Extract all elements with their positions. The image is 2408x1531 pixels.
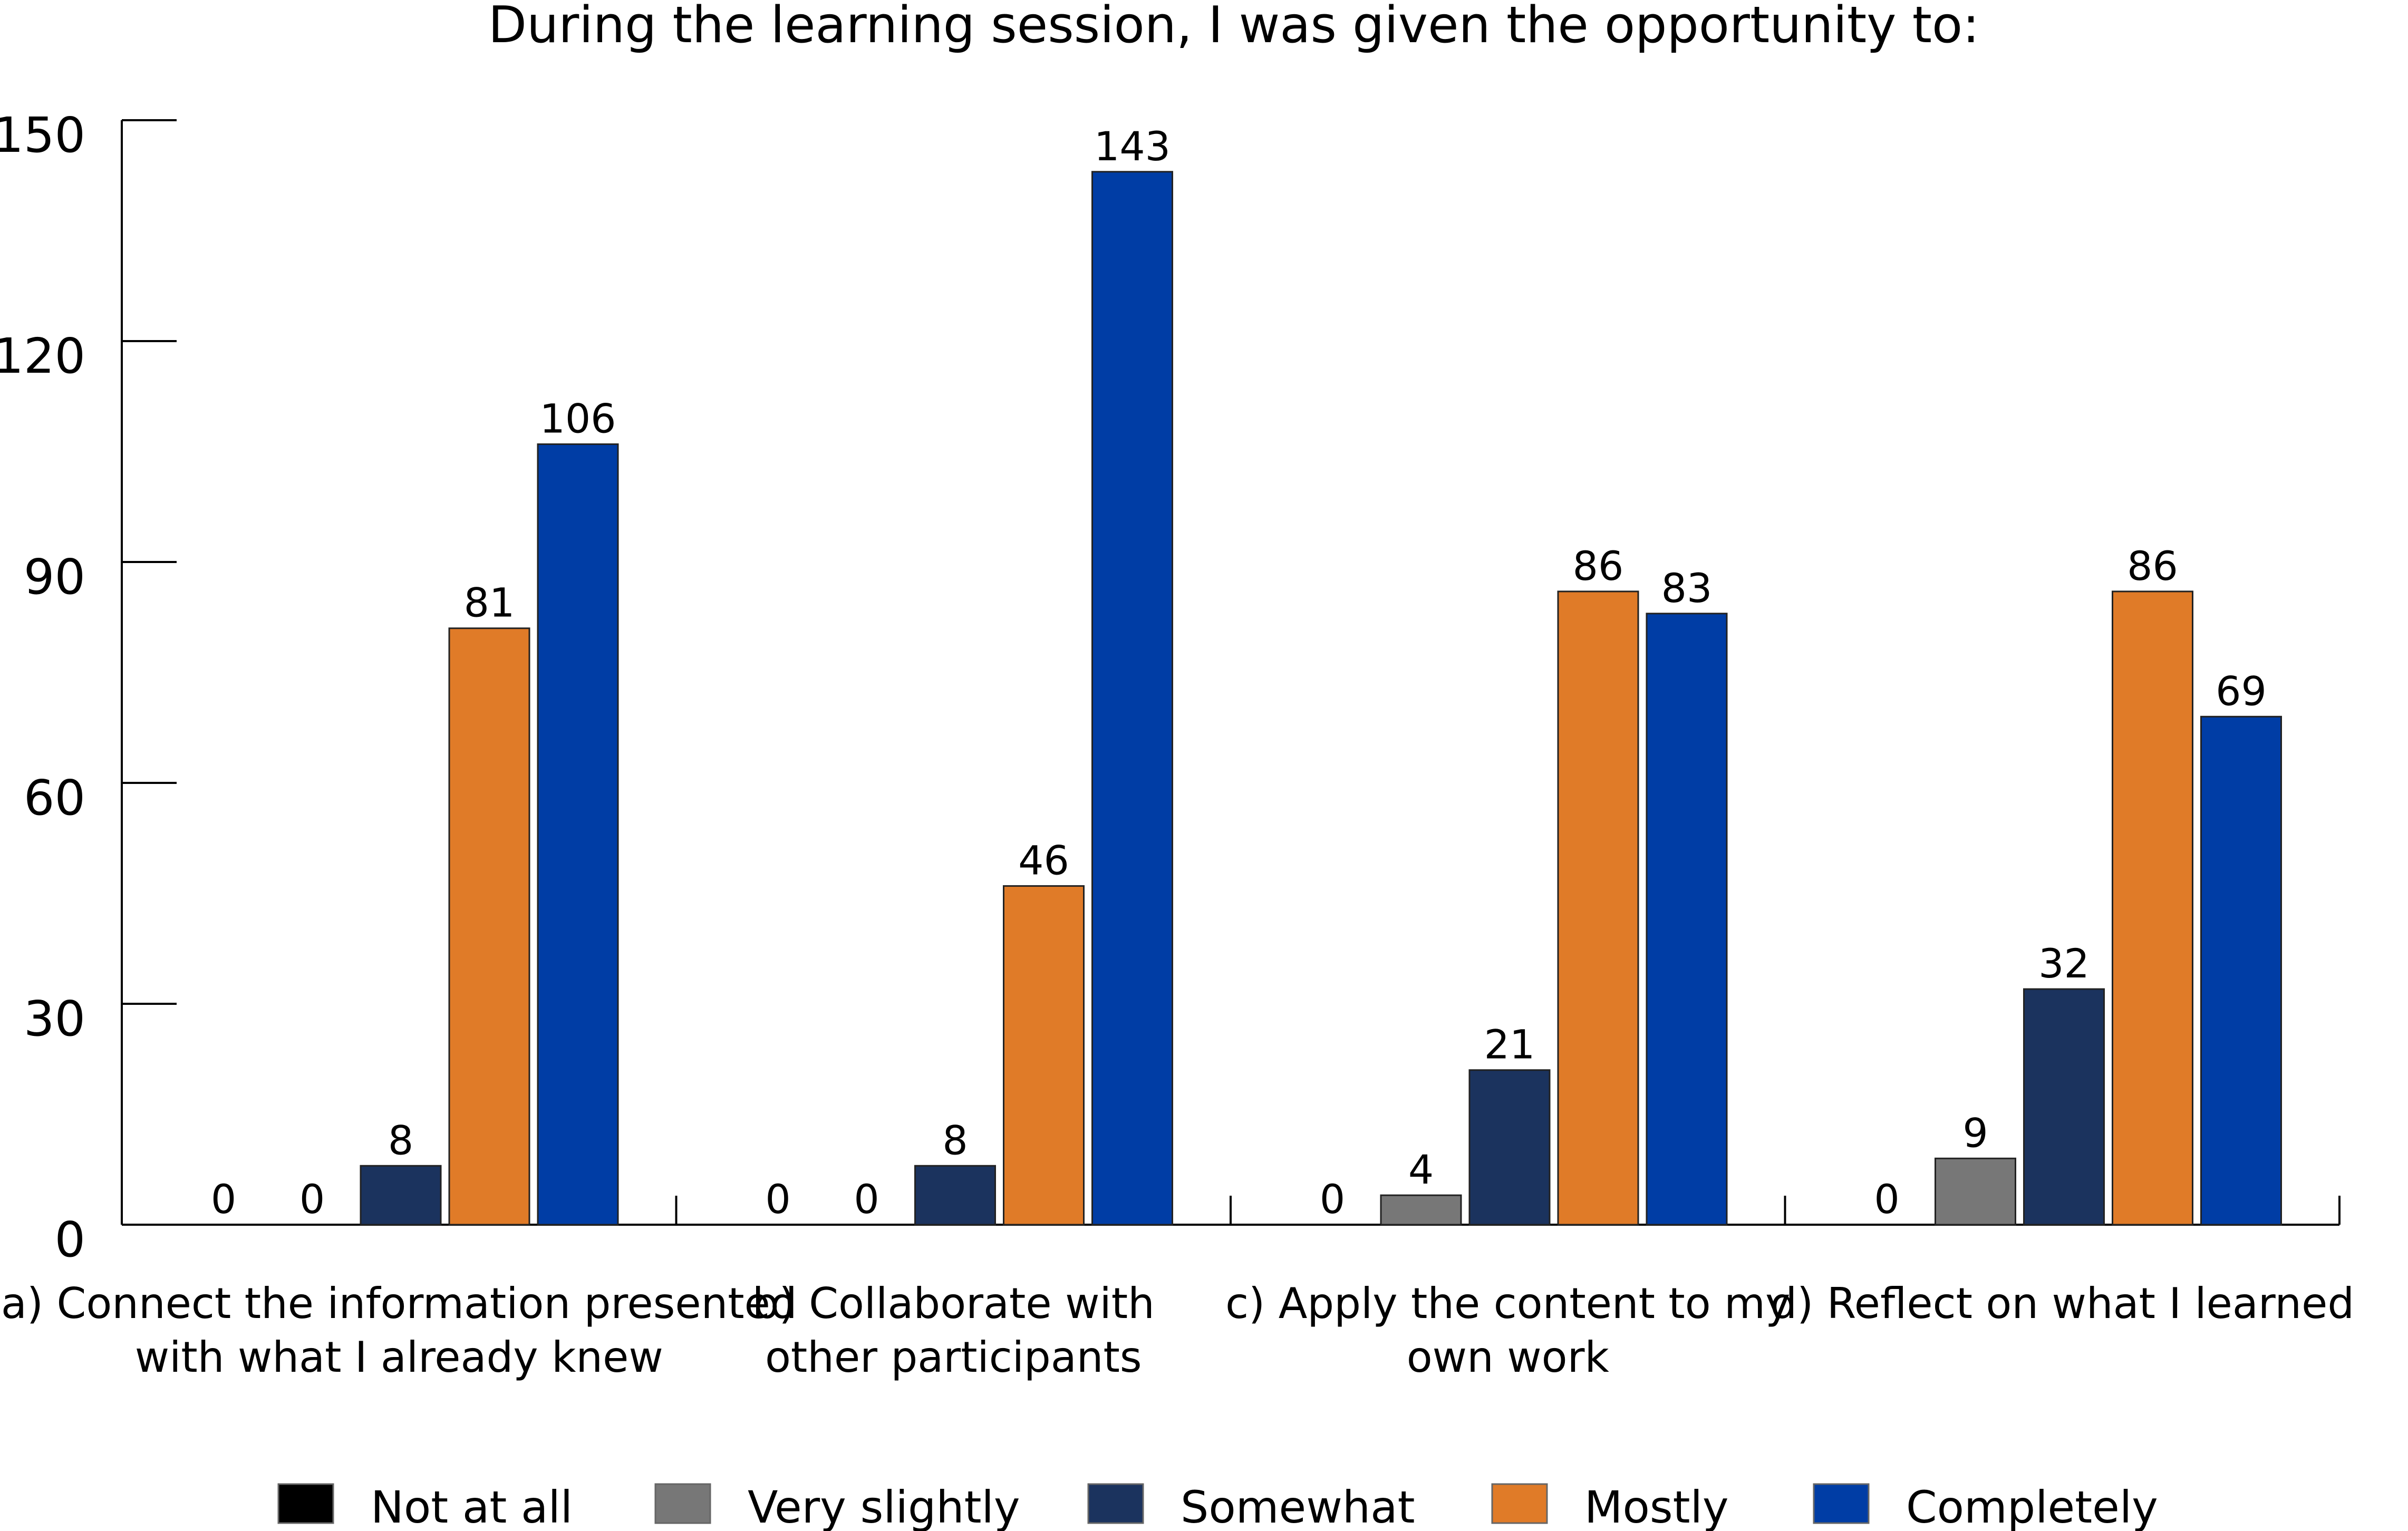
y-tick-label: 90 — [24, 549, 85, 605]
bar — [1380, 1194, 1462, 1226]
y-tick-label: 0 — [54, 1212, 85, 1268]
legend-label: Not at all — [371, 1481, 573, 1531]
legend-swatch — [654, 1483, 711, 1524]
data-label: 0 — [765, 1176, 790, 1223]
legend-swatch — [1813, 1483, 1870, 1524]
chart-title: During the learning session, I was given… — [488, 0, 1979, 54]
category-label: b) Collaborate with — [752, 1279, 1155, 1328]
bar — [360, 1165, 442, 1226]
bar — [914, 1165, 996, 1226]
legend-label: Completely — [1906, 1481, 2158, 1531]
data-label: 0 — [211, 1176, 236, 1223]
y-tick-label: 30 — [24, 991, 85, 1047]
category-label: c) Apply the content to my — [1225, 1279, 1790, 1328]
data-label: 0 — [1320, 1176, 1345, 1223]
data-label: 69 — [2216, 667, 2267, 714]
data-label: 0 — [854, 1176, 879, 1223]
category-label: d) Reflect on what I learned — [1770, 1279, 2354, 1328]
category-label: other participants — [765, 1333, 1142, 1382]
data-label: 106 — [539, 395, 616, 442]
data-label: 8 — [942, 1117, 968, 1164]
data-label: 8 — [388, 1117, 413, 1164]
data-label: 0 — [1874, 1176, 1899, 1223]
legend-label: Somewhat — [1181, 1481, 1415, 1531]
legend-swatch — [1491, 1483, 1548, 1524]
bar — [2200, 715, 2282, 1226]
data-label: 4 — [1408, 1146, 1434, 1193]
bars: 0 0 8 81 106 0 0 8 46 143 0 4 21 86 83 0 9 32 86 69 — [211, 123, 2282, 1226]
legend-swatch — [277, 1483, 334, 1524]
legend-label: Mostly — [1584, 1481, 1729, 1531]
data-label: 21 — [1484, 1021, 1535, 1068]
bar — [1935, 1157, 2016, 1226]
data-label: 9 — [1962, 1109, 1988, 1156]
bar — [1646, 613, 1728, 1226]
bar — [537, 443, 619, 1226]
bar — [1003, 885, 1085, 1226]
bar — [2112, 590, 2193, 1226]
data-label: 83 — [1661, 565, 1713, 612]
legend-swatch — [1087, 1483, 1144, 1524]
y-tick-label: 120 — [0, 328, 85, 384]
data-label: 86 — [2127, 542, 2178, 589]
bar — [1468, 1069, 1551, 1226]
bar — [1557, 590, 1639, 1226]
category-label: a) Connect the information presented — [1, 1279, 797, 1328]
bar — [1091, 171, 1173, 1226]
data-label: 86 — [1573, 542, 1624, 589]
legend: Not at all Very slightly Somewhat Mostly Com… — [277, 1481, 2158, 1531]
data-label: 46 — [1018, 837, 1069, 884]
data-label: 32 — [2038, 940, 2090, 987]
data-label: 81 — [464, 579, 515, 626]
data-label: 0 — [299, 1176, 325, 1223]
bar — [2023, 988, 2105, 1226]
y-tick-label: 150 — [0, 107, 85, 163]
bar — [448, 627, 530, 1226]
y-tick-label: 60 — [24, 770, 85, 826]
data-label: 143 — [1094, 123, 1171, 170]
category-label: with what I already knew — [135, 1333, 663, 1382]
category-label: own work — [1407, 1333, 1610, 1382]
legend-label: Very slightly — [748, 1481, 1020, 1531]
